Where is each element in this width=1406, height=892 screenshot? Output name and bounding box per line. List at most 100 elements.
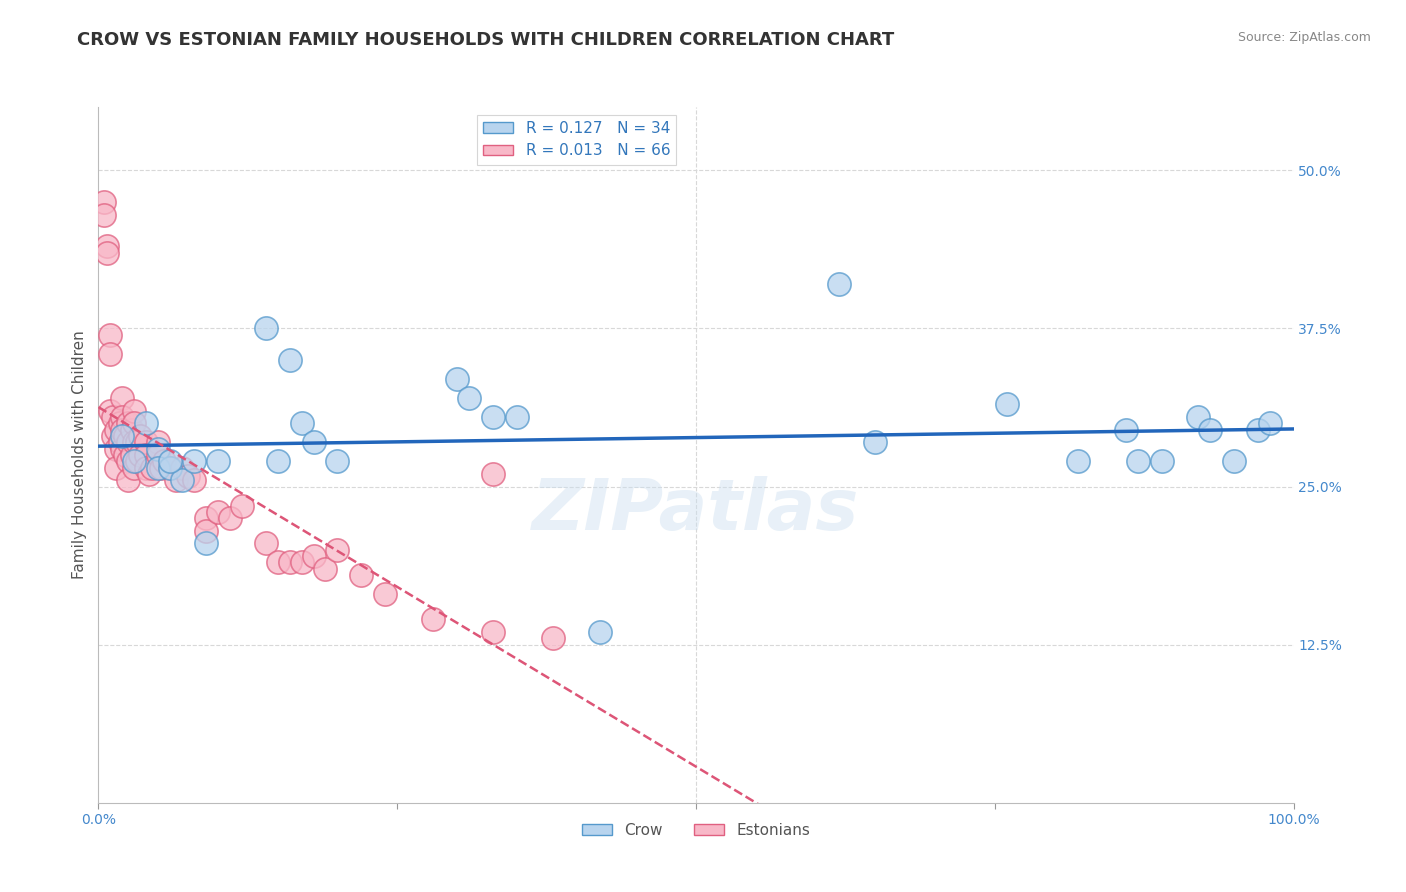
Point [183,454,205,468]
Point [129,448,152,462]
Point [172,460,194,475]
Point [1152,454,1174,468]
Point [172,473,194,487]
Legend: Crow, Estonians: Crow, Estonians [575,817,817,844]
Point [148,460,170,475]
Point [105,442,128,456]
Point [124,435,146,450]
Point [117,454,139,468]
Point [135,435,157,450]
Point [506,409,529,424]
Point [278,556,301,570]
Point [114,429,136,443]
Y-axis label: Family Households with Children: Family Households with Children [72,331,87,579]
Point [481,467,505,481]
Text: CROW VS ESTONIAN FAMILY HOUSEHOLDS WITH CHILDREN CORRELATION CHART: CROW VS ESTONIAN FAMILY HOUSEHOLDS WITH … [77,31,894,49]
Point [291,417,314,431]
Point [865,435,887,450]
Point [96,245,118,260]
Point [111,429,134,443]
Point [111,442,134,456]
Point [278,353,301,368]
Point [93,194,115,209]
Point [125,435,148,450]
Point [153,454,176,468]
Point [1128,454,1150,468]
Point [124,460,146,475]
Point [149,460,172,475]
Point [995,397,1018,411]
Point [93,208,115,222]
Point [1223,454,1246,468]
Point [267,454,290,468]
Point [114,448,136,462]
Point [117,435,139,450]
Point [101,409,124,424]
Point [195,524,218,538]
Point [124,403,146,417]
Point [138,467,160,481]
Point [350,568,373,582]
Point [159,460,181,475]
Point [121,423,143,437]
Point [177,469,200,483]
Point [165,473,187,487]
Point [121,448,143,462]
Point [108,435,131,450]
Point [124,454,146,468]
Point [135,448,157,462]
Point [183,473,205,487]
Point [541,632,564,646]
Point [481,409,505,424]
Point [481,625,505,640]
Point [105,423,128,437]
Point [148,435,170,450]
Point [302,549,325,563]
Point [828,277,851,292]
Point [458,391,481,405]
Point [422,612,444,626]
Point [98,347,122,361]
Text: ZIPatlas: ZIPatlas [533,476,859,545]
Point [374,587,396,601]
Point [446,372,468,386]
Point [124,417,146,431]
Point [326,542,349,557]
Point [207,454,229,468]
Point [291,556,314,570]
Point [302,435,325,450]
Point [125,454,148,468]
Point [117,417,139,431]
Point [207,505,229,519]
Point [108,417,131,431]
Point [1115,423,1137,437]
Point [1247,423,1270,437]
Point [135,417,157,431]
Point [231,499,253,513]
Point [159,460,181,475]
Point [1258,417,1281,431]
Point [195,511,218,525]
Point [148,442,170,456]
Point [254,321,277,335]
Point [254,536,277,550]
Point [195,536,218,550]
Point [1067,454,1090,468]
Point [98,327,122,342]
Point [148,448,170,462]
Point [111,423,134,437]
Point [589,625,612,640]
Text: Source: ZipAtlas.com: Source: ZipAtlas.com [1237,31,1371,45]
Point [129,429,152,443]
Point [219,511,242,525]
Point [98,403,122,417]
Point [267,556,290,570]
Point [159,454,181,468]
Point [326,454,349,468]
Point [1199,423,1222,437]
Point [96,239,118,253]
Point [135,460,157,475]
Point [315,562,337,576]
Point [111,409,134,424]
Point [117,473,139,487]
